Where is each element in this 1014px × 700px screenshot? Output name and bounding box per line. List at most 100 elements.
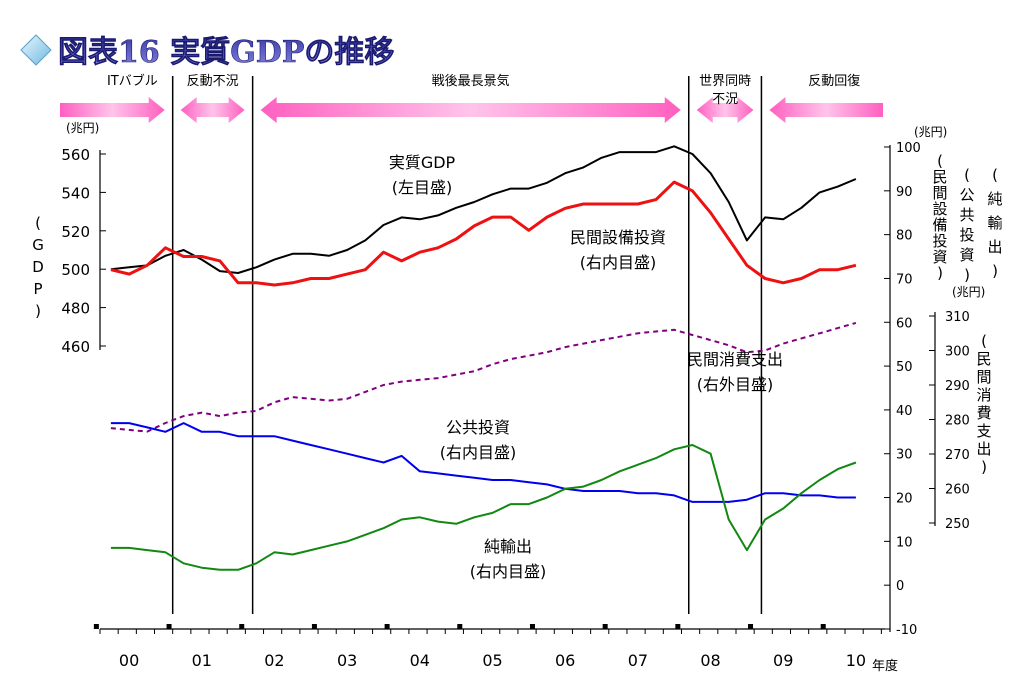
right-outer-tick-label: 310: [945, 310, 970, 325]
phase-label: 反動不況: [187, 74, 239, 89]
phase-arrow: [180, 97, 245, 123]
left-axis-label-char: G: [32, 236, 44, 254]
capex-axis-label: (: [937, 152, 943, 170]
series-line: [110, 422, 856, 503]
series-label-scale: (左目盛): [392, 178, 453, 197]
public-investment-axis-label: (: [964, 166, 970, 184]
x-axis-year-marker: [748, 624, 754, 629]
left-axis-label-char: P: [33, 280, 42, 298]
net-exports-axis-label: (: [992, 166, 998, 184]
left-tick-label: 480: [61, 300, 90, 318]
right-inner-tick-label: 0: [896, 579, 904, 594]
net-exports-axis-label: ): [992, 262, 998, 280]
right-inner-tick-label: 20: [896, 492, 913, 507]
x-tick-label: 00: [119, 651, 139, 670]
x-axis-year-marker: [239, 624, 245, 629]
x-tick-label: 08: [700, 651, 720, 670]
phase-label: 戦後最長景気: [432, 73, 510, 89]
left-tick-label: 540: [61, 184, 90, 202]
series-lines: [110, 145, 857, 571]
right-inner-tick-label: 90: [896, 185, 913, 200]
phase-label: 世界同時: [699, 74, 751, 89]
right-inner-tick-label: 50: [896, 360, 913, 375]
right-inner-tick-label: 60: [896, 316, 913, 331]
diamond-icon: [20, 34, 52, 66]
consumption-axis-label: 出: [976, 440, 991, 458]
series-label: 実質GDP: [389, 153, 456, 172]
x-axis-year-marker: [93, 624, 99, 629]
phase-arrow: [60, 97, 165, 123]
phase-label: 不況: [712, 92, 738, 107]
capex-axis-label: 間: [932, 184, 947, 202]
x-tick-label: 09: [773, 651, 793, 670]
series-label: 民間消費支出: [687, 350, 783, 369]
x-axis-year-marker: [602, 624, 608, 629]
left-tick-label: 520: [61, 223, 90, 241]
phase-arrow: [696, 97, 754, 123]
phase-arrow: [769, 97, 883, 123]
right-inner-tick-label: 40: [896, 404, 913, 419]
consumption-axis-label: 支: [976, 422, 991, 440]
left-tick-label: 560: [61, 146, 90, 164]
consumption-axis-label: 費: [976, 404, 991, 422]
right-inner-tick-label: 80: [896, 229, 913, 244]
net-exports-axis-label: 輸: [987, 214, 1002, 232]
x-tick-label: 10: [846, 651, 866, 670]
x-axis-unit: 年度: [872, 658, 898, 674]
x-tick-label: 01: [192, 651, 212, 670]
consumption-axis-label: (: [981, 332, 987, 350]
left-axis-unit: (兆円): [66, 121, 99, 135]
x-axis-year-marker: [384, 624, 390, 629]
right-outer-tick-label: 280: [945, 414, 970, 429]
series-labels: 実質GDP (左目盛) 民間設備投資 (右内目盛) 民間消費支出 (右外目盛) 公共投資 (右…: [389, 153, 783, 581]
series-line: [110, 321, 857, 433]
left-tick-label: 500: [61, 261, 90, 279]
public-investment-axis-label: ): [964, 266, 970, 284]
right-inner-tick-label: 100: [896, 141, 921, 156]
left-tick-label: 460: [61, 338, 90, 356]
capex-axis-label: 備: [932, 216, 947, 234]
x-tick-label: 05: [482, 651, 502, 670]
capex-axis-label: 民: [932, 168, 947, 186]
consumption-axis-label: 民: [976, 350, 991, 368]
right-outer-tick-label: 300: [945, 345, 970, 360]
series-label-scale: (右内目盛): [440, 443, 517, 462]
right-outer-axis-unit: (兆円): [952, 285, 985, 299]
series-label-scale: (右外目盛): [697, 375, 774, 394]
right-inner-tick-label: -10: [896, 623, 917, 638]
series-label: 純輸出: [484, 537, 532, 556]
series-label: 民間設備投資: [570, 228, 666, 247]
right-inner-tick-label: 10: [896, 535, 913, 550]
right-outer-tick-label: 290: [945, 379, 970, 394]
capex-axis-label: 資: [932, 248, 947, 266]
right-inner-axis-unit: (兆円): [914, 125, 947, 139]
x-tick-label: 03: [337, 651, 357, 670]
right-outer-tick-label: 260: [945, 483, 970, 498]
consumption-axis-label: 消: [976, 386, 991, 404]
net-exports-axis-label: 出: [987, 238, 1002, 256]
public-investment-axis-label: 共: [959, 206, 974, 224]
x-axis-year-marker: [457, 624, 463, 629]
right-inner-tick-label: 70: [896, 272, 913, 287]
x-axis-year-marker: [675, 624, 681, 629]
x-axis-year-marker: [529, 624, 535, 629]
left-axis-label-char: D: [32, 258, 44, 276]
public-investment-axis-label: 投: [959, 226, 974, 244]
consumption-axis-label: ): [981, 458, 987, 476]
left-axis-label-char: (: [35, 214, 41, 232]
capex-axis-label: ): [937, 264, 943, 282]
x-tick-label: 04: [410, 651, 430, 670]
public-investment-axis-label: 資: [959, 246, 974, 264]
public-investment-axis-label: 公: [959, 186, 974, 204]
x-tick-label: 06: [555, 651, 575, 670]
series-line: [110, 444, 857, 571]
x-tick-label: 07: [628, 651, 648, 670]
series-line: [110, 180, 857, 287]
title-text: 図表16 実質GDPの推移: [58, 35, 394, 70]
x-axis-year-marker: [820, 624, 826, 629]
capex-axis-label: 設: [932, 200, 947, 218]
series-label-scale: (右内目盛): [470, 562, 547, 581]
right-outer-tick-label: 270: [945, 448, 970, 463]
